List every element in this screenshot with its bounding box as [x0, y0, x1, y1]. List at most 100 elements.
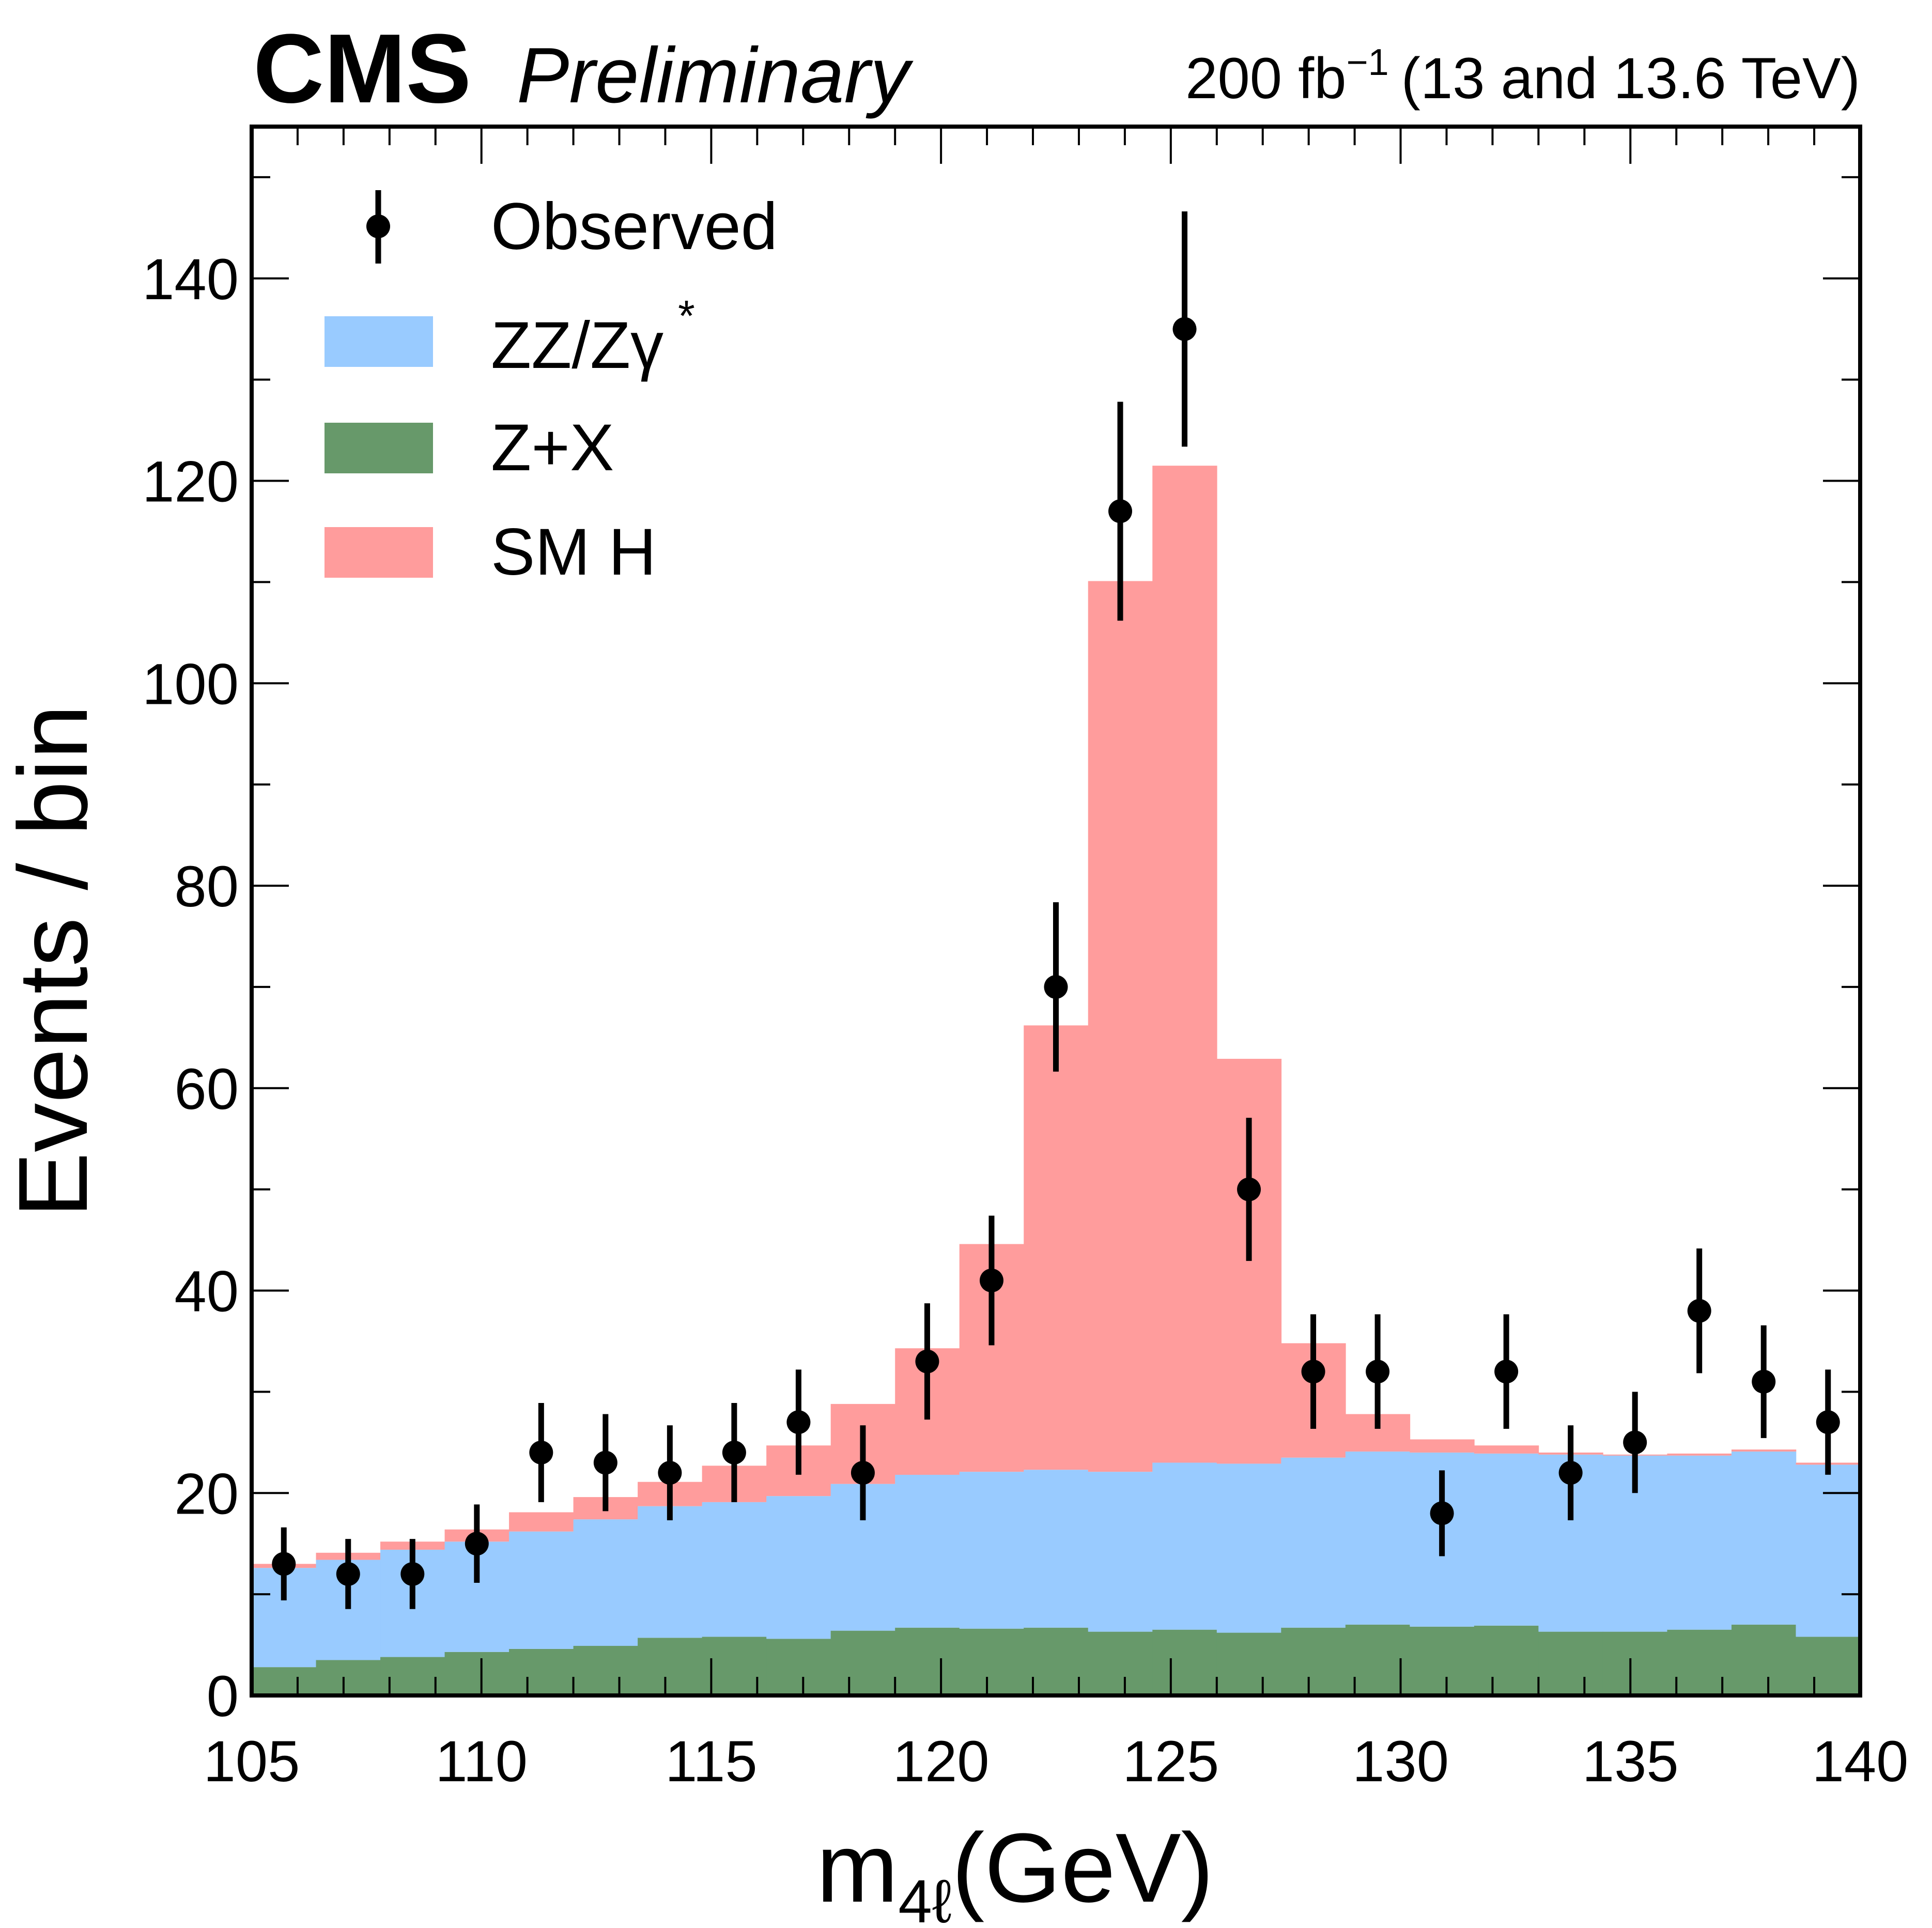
bar-zz-23 — [1667, 1455, 1732, 1630]
y-tick-label: 60 — [174, 1057, 239, 1121]
bar-zx-12 — [959, 1628, 1025, 1695]
observed-point-10 — [851, 1461, 875, 1485]
observed-point-3 — [400, 1562, 425, 1586]
y-axis-label: Events / bin — [0, 705, 108, 1218]
bar-zz-6 — [573, 1519, 638, 1646]
cms-label: CMS — [253, 14, 471, 124]
histogram-stack — [252, 466, 1861, 1695]
observed-point-7 — [658, 1461, 682, 1485]
legend-item-observed: Observed — [366, 190, 778, 264]
x-tick-label: 110 — [435, 1729, 528, 1794]
observed-point-18 — [1366, 1360, 1390, 1384]
bar-zx-9 — [766, 1639, 831, 1695]
bar-zx-10 — [830, 1630, 895, 1695]
bar-zz-18 — [1345, 1451, 1411, 1625]
legend-zz-swatch — [324, 316, 433, 367]
lumi-label: 200 fb−1 (13 and 13.6 TeV) — [1185, 42, 1860, 111]
lumi-energy: (13 and 13.6 TeV) — [1401, 46, 1860, 111]
observed-point-16 — [1237, 1177, 1261, 1201]
observed-point-6 — [593, 1451, 617, 1475]
observed-point-17 — [1301, 1360, 1325, 1384]
bar-zx-15 — [1152, 1629, 1217, 1695]
x-tick-label: 115 — [665, 1729, 758, 1794]
legend-item-zx: Z+X — [324, 411, 614, 485]
x-tick-label: 105 — [204, 1729, 300, 1794]
observed-point-23 — [1687, 1299, 1711, 1323]
bar-zx-23 — [1667, 1629, 1732, 1695]
observed-point-22 — [1623, 1430, 1647, 1455]
x-tick-label: 125 — [1122, 1729, 1219, 1794]
bar-zx-4 — [444, 1652, 509, 1695]
observed-point-1 — [272, 1552, 296, 1576]
bar-zx-16 — [1216, 1632, 1282, 1695]
bar-zz-13 — [1024, 1470, 1089, 1628]
observed-point-14 — [1108, 499, 1133, 523]
bar-zx-7 — [638, 1638, 703, 1695]
bar-zx-5 — [509, 1648, 574, 1695]
preliminary-label: Preliminary — [517, 32, 914, 119]
bar-zx-17 — [1281, 1627, 1346, 1695]
bar-zx-6 — [573, 1646, 638, 1695]
bar-zz-25 — [1796, 1464, 1861, 1637]
observed-point-20 — [1494, 1360, 1519, 1384]
tick-labels: 105 110 115 120 125 130 135 140 0 20 40 60 80 100 120 1… — [142, 247, 1908, 1794]
observed-point-11 — [915, 1349, 939, 1374]
bar-zx-20 — [1474, 1625, 1539, 1695]
observed-point-25 — [1816, 1410, 1840, 1435]
lumi-exponent: −1 — [1347, 42, 1389, 83]
bar-smh-5 — [509, 1512, 574, 1532]
legend-observed-label: Observed — [491, 190, 778, 264]
observed-point-9 — [786, 1410, 811, 1435]
bar-zx-18 — [1345, 1624, 1411, 1695]
y-tick-label: 100 — [142, 652, 239, 716]
bar-zx-25 — [1796, 1637, 1861, 1695]
x-axis-label: m4ℓ(GeV) — [816, 1813, 1214, 1928]
x-tick-label: 130 — [1352, 1729, 1449, 1794]
x-axis-label-unit: (GeV) — [952, 1813, 1214, 1923]
bar-zx-11 — [895, 1627, 960, 1695]
svg-text:200 fb−1(13 and 13.6 TeV): 200 fb−1 (13 and 13.6 TeV) — [1185, 42, 1860, 111]
bar-zz-8 — [702, 1502, 767, 1637]
bar-zx-1 — [252, 1667, 317, 1695]
observed-points — [272, 211, 1840, 1609]
bar-zx-22 — [1602, 1631, 1668, 1695]
legend-item-smh: SM H — [324, 515, 656, 589]
legend: Observed ZZ/Zγ * Z+X SM H — [324, 190, 778, 589]
bar-zz-17 — [1281, 1457, 1346, 1628]
bar-zx-3 — [380, 1657, 445, 1695]
x-tick-label: 140 — [1812, 1729, 1909, 1794]
observed-point-19 — [1430, 1501, 1454, 1525]
observed-point-2 — [336, 1562, 360, 1586]
bar-zz-15 — [1152, 1462, 1217, 1630]
bar-smh-13 — [1024, 1025, 1089, 1470]
y-tick-label: 80 — [174, 854, 239, 919]
bar-zz-11 — [895, 1475, 960, 1628]
bar-zx-19 — [1410, 1626, 1475, 1695]
observed-point-21 — [1558, 1461, 1583, 1485]
y-tick-label: 140 — [142, 247, 239, 312]
legend-zz-label-sup: * — [678, 291, 695, 340]
bar-zx-8 — [702, 1637, 767, 1695]
legend-smh-label: SM H — [491, 515, 656, 589]
y-tick-label: 0 — [207, 1664, 239, 1729]
legend-observed-marker — [366, 214, 390, 238]
observed-point-13 — [1044, 975, 1068, 999]
bar-zz-14 — [1088, 1472, 1153, 1632]
svg-text:m4ℓ(GeV): m4ℓ(GeV) — [816, 1813, 1214, 1928]
observed-point-24 — [1752, 1369, 1776, 1394]
legend-zz-label: ZZ/Zγ * — [491, 291, 695, 382]
bar-zz-12 — [959, 1472, 1025, 1629]
bar-smh-23 — [1667, 1453, 1732, 1456]
bar-smh-24 — [1731, 1449, 1797, 1452]
bar-zz-24 — [1731, 1451, 1797, 1625]
legend-item-zz: ZZ/Zγ * — [324, 291, 695, 382]
bar-zx-13 — [1024, 1627, 1089, 1695]
legend-smh-swatch — [324, 527, 433, 578]
bar-zz-9 — [766, 1496, 831, 1639]
legend-zx-label: Z+X — [491, 411, 614, 485]
x-axis-label-sub: 4ℓ — [898, 1868, 952, 1928]
bar-smh-19 — [1410, 1439, 1475, 1453]
bar-zx-2 — [316, 1660, 381, 1695]
y-tick-label: 120 — [142, 450, 239, 514]
